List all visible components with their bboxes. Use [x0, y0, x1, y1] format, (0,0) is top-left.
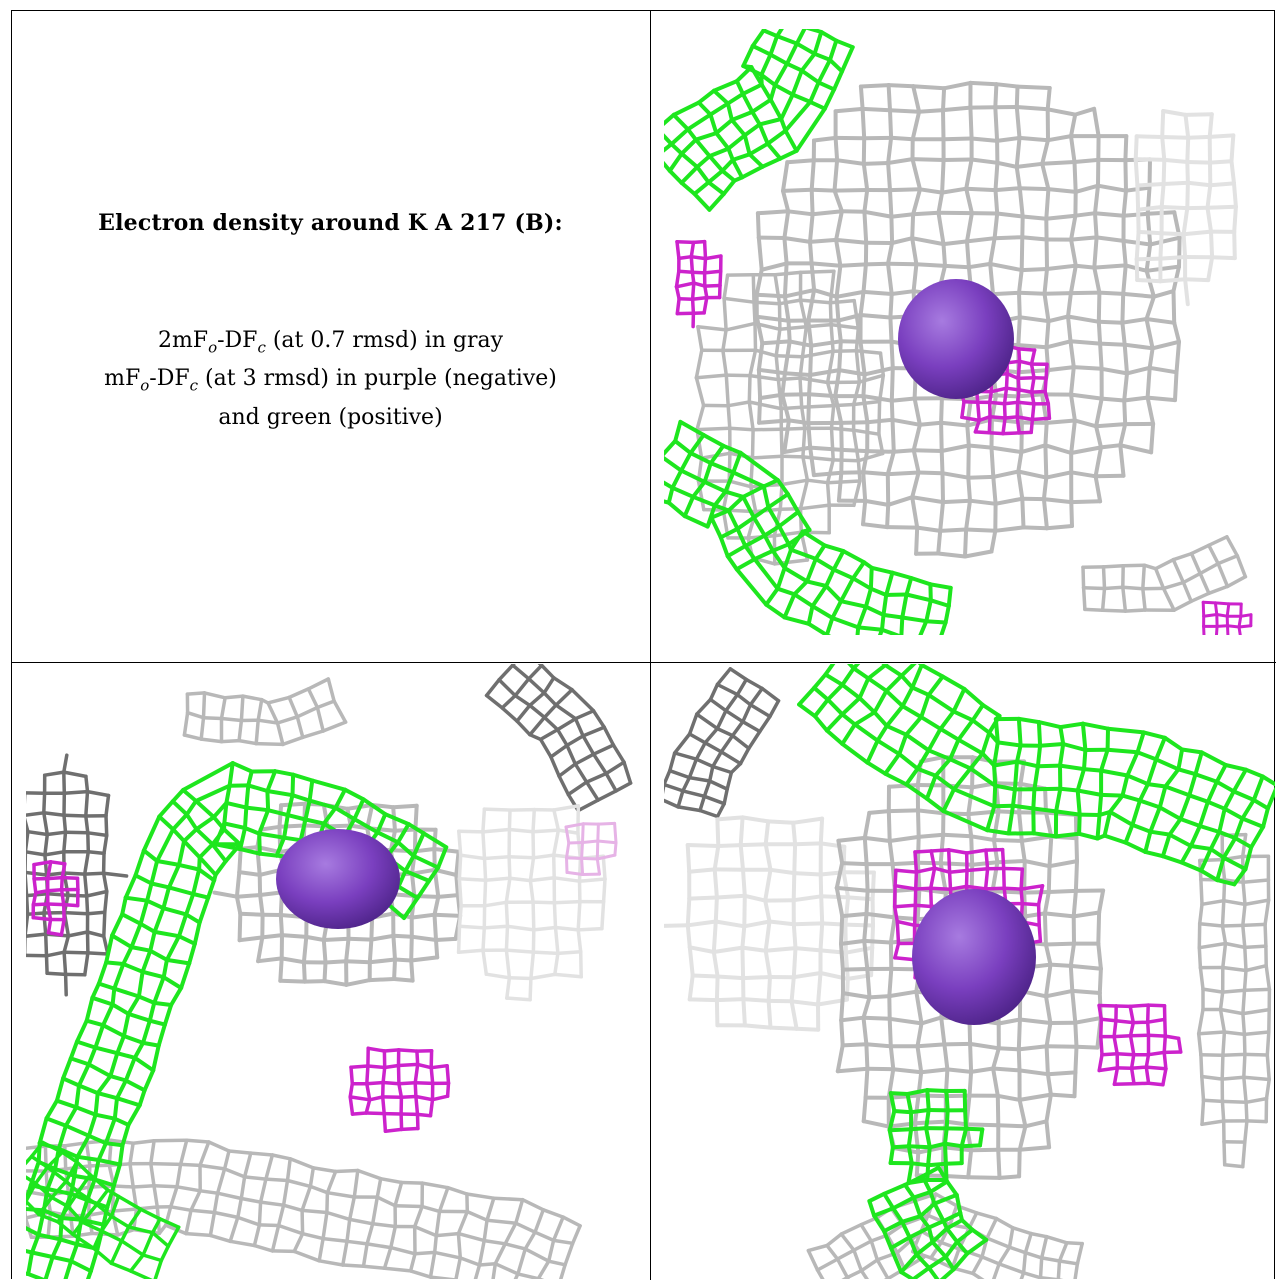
line1-mid: -DF [217, 328, 257, 353]
density-render-bottom-right [664, 664, 1275, 1279]
density-render-bottom-left [26, 664, 638, 1279]
caption-cell: Electron density around K A 217 (B): 2mF… [12, 11, 649, 662]
line2-suffix: (at 3 rmsd) in purple (negative) [198, 366, 557, 391]
caption-title: Electron density around K A 217 (B): [12, 210, 649, 236]
gray-mesh [26, 664, 631, 1279]
density-render-bottom-left-svg [26, 664, 638, 1279]
line1-sub2: c [257, 338, 265, 356]
caption-legend: 2mFo-DFc (at 0.7 rmsd) in gray mFo-DFc (… [12, 325, 649, 434]
line2-sub2: c [190, 377, 198, 395]
vertical-divider [650, 11, 651, 1280]
line2-mid: -DF [149, 366, 189, 391]
line2-prefix: mF [104, 366, 140, 391]
legend-line-gray: 2mFo-DFc (at 0.7 rmsd) in gray [12, 325, 649, 363]
line2-sub1: o [140, 377, 149, 395]
legend-line-green: and green (positive) [12, 402, 649, 434]
legend-line-purple: mFo-DFc (at 3 rmsd) in purple (negative) [12, 363, 649, 401]
line1-suffix: (at 0.7 rmsd) in gray [266, 328, 503, 353]
potassium-atom-sphere [898, 279, 1014, 399]
line1-sub1: o [208, 338, 217, 356]
potassium-atom-sphere [912, 889, 1036, 1025]
horizontal-divider [12, 662, 1276, 663]
density-render-top-right [664, 29, 1265, 635]
potassium-atom-sphere [276, 829, 400, 929]
density-render-bottom-right-svg [664, 664, 1275, 1279]
density-render-top-right-svg [664, 29, 1265, 635]
line1-prefix: 2mF [158, 328, 208, 353]
